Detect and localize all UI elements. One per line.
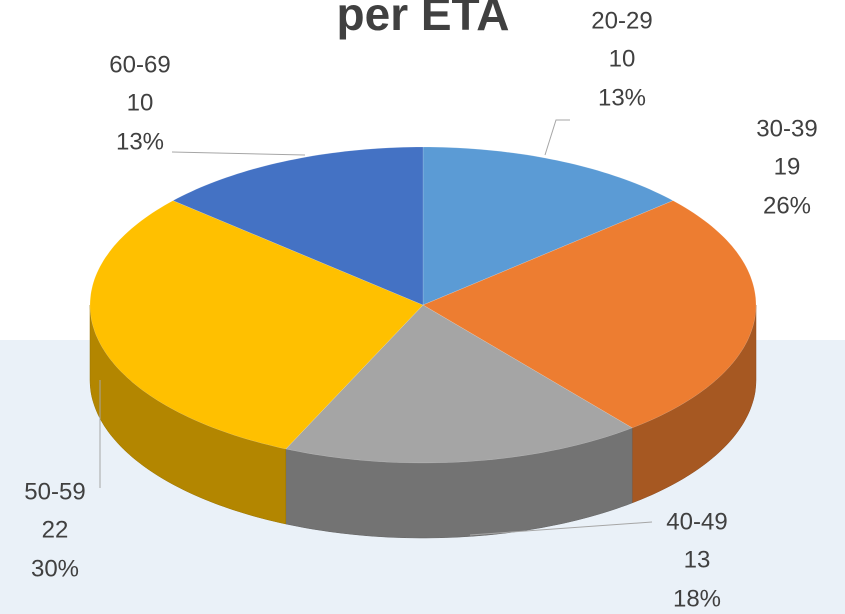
slice <box>422 146 674 306</box>
slice <box>285 304 633 464</box>
labels: 20-29 10 13% 30-39 19 26% 40-49 13 18% 50-59 22 30%… <box>24 7 817 612</box>
percent-label: 13% <box>116 128 164 155</box>
percent-label: 30% <box>31 555 79 582</box>
percent-label: 13% <box>598 84 646 111</box>
value-label: 10 <box>127 89 154 116</box>
pie-sides <box>89 304 757 539</box>
slice <box>172 146 424 306</box>
leader-line <box>544 119 570 156</box>
leader-line <box>469 521 653 536</box>
category-label: 50-59 <box>24 478 85 505</box>
pie-tops <box>89 146 757 464</box>
value-label: 22 <box>42 516 69 543</box>
percent-label: 26% <box>763 192 811 219</box>
slice <box>89 200 424 450</box>
category-label: 60-69 <box>109 51 170 78</box>
category-label: 20-29 <box>591 7 652 34</box>
leader-line <box>171 151 306 156</box>
value-label: 13 <box>684 546 711 573</box>
value-label: 19 <box>774 153 801 180</box>
chart-title: per ETA <box>337 0 510 40</box>
category-label: 40-49 <box>666 508 727 535</box>
value-label: 10 <box>609 45 636 72</box>
percent-label: 18% <box>673 585 721 612</box>
category-label: 30-39 <box>756 115 817 142</box>
slice <box>422 200 757 429</box>
